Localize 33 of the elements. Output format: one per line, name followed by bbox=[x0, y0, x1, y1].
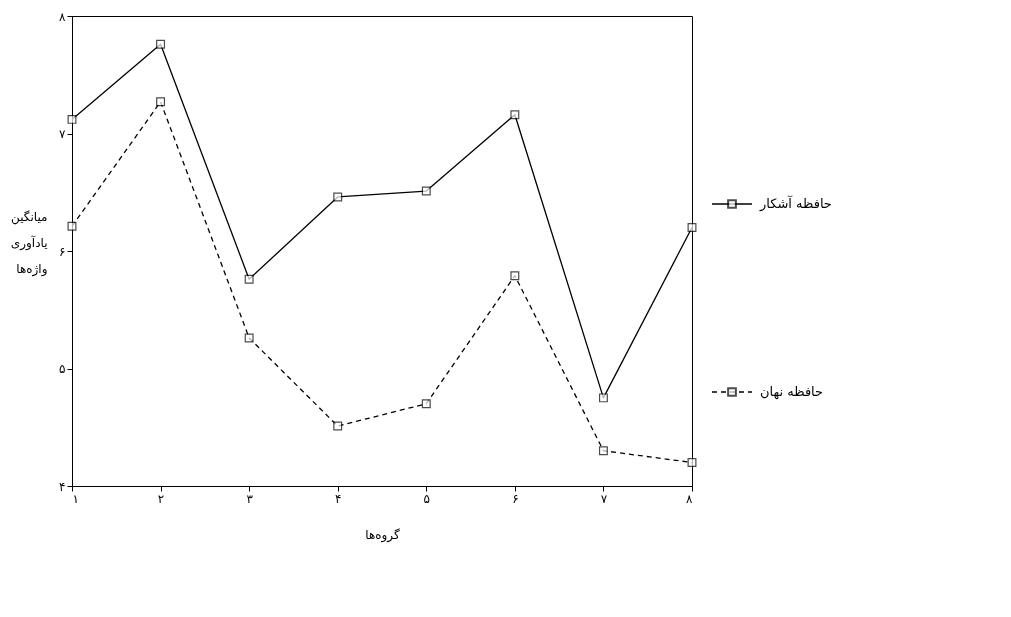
y-tick-label: ۶ bbox=[59, 244, 66, 259]
x-tick-label: ۷ bbox=[600, 491, 608, 506]
point bbox=[67, 221, 77, 231]
x-tick-label: ۲ bbox=[157, 491, 165, 506]
point bbox=[421, 399, 431, 409]
y-tick-label: ۵ bbox=[59, 362, 66, 376]
y-tick-label: ۷ bbox=[59, 127, 67, 141]
point bbox=[510, 110, 520, 120]
x-tick-label: ۶ bbox=[512, 491, 519, 506]
point bbox=[333, 192, 343, 202]
legend-label: حافظه آشکار bbox=[759, 195, 832, 212]
x-tick-label: ۸ bbox=[686, 491, 694, 506]
point bbox=[67, 114, 77, 124]
point bbox=[687, 458, 697, 467]
point bbox=[156, 39, 166, 49]
y-axis-title: میانگین یادآوری واژه‌ها bbox=[10, 209, 48, 277]
x-tick-label: ۱ bbox=[72, 491, 79, 506]
point bbox=[598, 393, 608, 403]
x-tick-label: ۴ bbox=[334, 491, 342, 506]
point bbox=[421, 186, 431, 196]
point bbox=[244, 333, 254, 343]
point bbox=[687, 223, 697, 232]
y-tick-label: ۴ bbox=[59, 479, 66, 494]
point bbox=[510, 271, 520, 281]
x-tick-label: ۳ bbox=[246, 491, 254, 506]
y-tick-label: ۸ bbox=[59, 9, 67, 24]
point bbox=[333, 421, 343, 431]
point bbox=[598, 446, 608, 456]
x-tick-label: ۵ bbox=[423, 491, 431, 506]
point bbox=[244, 274, 254, 284]
point bbox=[156, 97, 166, 107]
legend-label: حافظه نهان bbox=[760, 384, 824, 400]
x-axis-title: گروه‌ها bbox=[365, 527, 400, 543]
